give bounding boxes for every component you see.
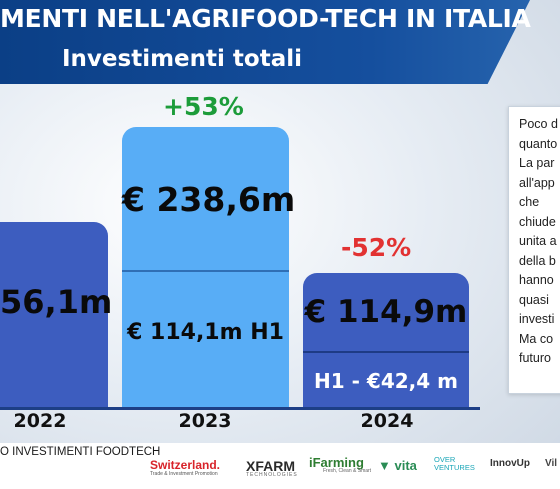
note-line: futuro — [519, 351, 551, 365]
xfarm-logo-sub: TECHNOLOGIES — [246, 472, 298, 478]
change-label-2023: +53% — [163, 92, 244, 121]
note-line: La par — [519, 156, 555, 170]
x-tick-2022: 2022 — [13, 410, 67, 432]
note-line: unita a — [519, 234, 557, 248]
note-line: Poco d — [519, 117, 558, 131]
x-axis-line — [0, 407, 480, 410]
note-line: chiude — [519, 214, 556, 229]
footer-band — [0, 443, 560, 489]
bar-2023-h1-divider — [122, 270, 289, 272]
data-label-2024-h1: H1 - €42,4 m — [314, 369, 458, 393]
xfarm-logo-text: XFARM — [246, 458, 295, 474]
title-band — [0, 0, 530, 84]
partner-logo: Vil — [545, 458, 557, 469]
x-tick-2023: 2023 — [178, 410, 232, 432]
ifarming-logo: iFarming Fresh, Clean & Smart — [309, 455, 371, 474]
switzerland-logo: Switzerland. Trade & Investment Promotion — [150, 458, 220, 477]
note-line: quanto — [519, 136, 558, 151]
note-line: Ma co — [519, 331, 554, 346]
note-line: hanno — [519, 273, 554, 287]
switzerland-logo-text: Switzerland. — [150, 458, 221, 472]
ifarming-logo-text: iFarming — [309, 455, 364, 470]
data-label-2022: 56,1m — [0, 283, 113, 321]
footer-title: O INVESTIMENTI FOODTECH — [0, 446, 161, 458]
vita-logo: ▼ vita — [378, 458, 417, 473]
bar-2024 — [303, 273, 469, 408]
bar-2023 — [122, 127, 289, 408]
over-ventures-logo-text: OVER VENTURES — [434, 455, 475, 472]
data-label-2023-h1: € 114,1m H1 — [127, 320, 284, 345]
data-label-2023: € 238,6m — [122, 180, 296, 219]
chart-subtitle: Investimenti totali — [62, 46, 302, 72]
note-line: investi — [519, 312, 555, 326]
change-label-2024: -52% — [341, 233, 412, 262]
note-line: che — [519, 195, 540, 209]
ifarming-logo-sub: Fresh, Clean & Smart — [323, 468, 372, 474]
switzerland-logo-sub: Trade & Investment Promotion — [150, 471, 218, 477]
vita-logo-text: vita — [394, 458, 417, 473]
chart-title: MENTI NELL'AGRIFOOD-TECH IN ITALIA — [0, 4, 531, 33]
text-note-panel: Poco d quanto La par all'app che chiude unita … — [508, 106, 560, 394]
innovup-logo-text: InnovUp — [490, 458, 530, 469]
note-line: all'app — [519, 175, 555, 190]
x-tick-2024: 2024 — [360, 410, 414, 432]
bar-2024-h1-divider — [303, 351, 469, 353]
note-line: quasi — [519, 292, 549, 307]
bar-2022 — [0, 222, 108, 408]
over-ventures-logo: OVER VENTURES — [434, 456, 475, 472]
data-label-2024: € 114,9m — [304, 294, 468, 330]
xfarm-logo: XFARM TECHNOLOGIES — [246, 458, 298, 478]
text-note-lines: Poco d quanto La par all'app che chiude unita … — [509, 107, 560, 369]
innovup-logo: InnovUp — [490, 458, 530, 469]
partner-logo-text: Vil — [545, 458, 558, 469]
note-line: della b — [519, 253, 556, 268]
